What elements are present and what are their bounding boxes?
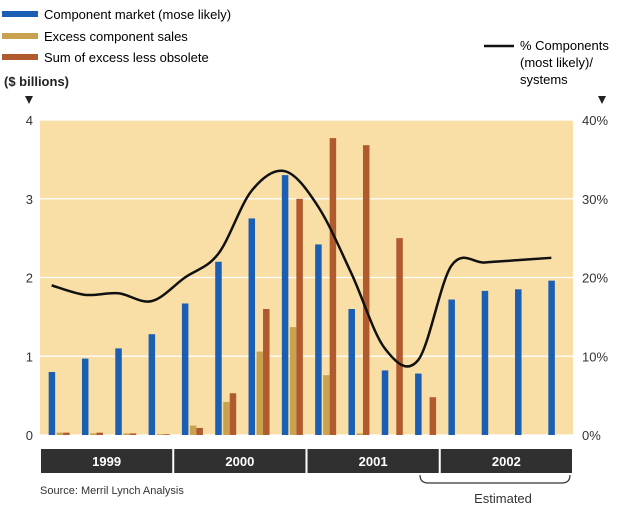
- bars: [48, 138, 555, 436]
- year-label: 2001: [359, 454, 388, 469]
- year-label: 1999: [92, 454, 121, 469]
- year-band: 1999 2000 2001 2002: [41, 449, 572, 473]
- y-right-tick-label: 10%: [582, 349, 608, 364]
- bar-excess-sales: [223, 401, 230, 435]
- bar-component-market: [115, 348, 122, 435]
- bar-excess-sales: [56, 432, 64, 435]
- y-left-tick-label: 2: [26, 271, 33, 286]
- percent-line-path: [51, 169, 552, 368]
- bar-excess-less-obsolete: [196, 427, 203, 435]
- estimated-label: Estimated: [474, 491, 532, 506]
- bar-component-market: [548, 280, 555, 435]
- y-left-tick-label: 3: [26, 192, 33, 207]
- y-left-tick-label: 4: [26, 113, 33, 128]
- y-right-tick-label: 40%: [582, 113, 608, 128]
- estimated-bracket: Estimated: [419, 474, 571, 506]
- bar-component-market: [81, 358, 89, 435]
- bar-component-market: [315, 244, 322, 435]
- bar-excess-less-obsolete: [263, 309, 270, 435]
- bar-excess-less-obsolete: [63, 432, 70, 435]
- bar-component-market: [348, 309, 355, 435]
- legend-label-percent-1: % Components: [520, 38, 609, 53]
- bar-component-market: [181, 303, 189, 435]
- bar-component-market: [515, 289, 522, 435]
- bar-component-market: [381, 370, 389, 435]
- bar-component-market: [481, 290, 489, 435]
- legend-swatch-excess-less-obsolete: [2, 54, 38, 60]
- bar-component-market: [281, 175, 289, 435]
- y-left-ticks: 0 1 2 3 4: [26, 113, 33, 443]
- bar-excess-less-obsolete: [229, 393, 237, 435]
- y-right-tick-label: 0%: [582, 428, 601, 443]
- y-left-unit-label: ($ billions): [4, 74, 69, 89]
- bar-component-market: [248, 218, 256, 435]
- legend-swatch-excess-sales: [2, 33, 38, 39]
- bar-component-market: [215, 261, 222, 435]
- year-label: 2002: [492, 454, 521, 469]
- bar-excess-less-obsolete: [329, 138, 337, 436]
- year-band-segment: [307, 449, 439, 473]
- legend-swatch-component-market: [2, 11, 38, 17]
- bar-component-market: [448, 299, 455, 435]
- legend-label-component-market: Component market (mose likely): [44, 7, 231, 22]
- bar-excess-sales: [323, 375, 330, 435]
- bar-component-market: [415, 373, 422, 435]
- bar-excess-sales: [123, 433, 130, 435]
- bar-excess-sales: [156, 434, 164, 435]
- y-right-tick-label: 30%: [582, 192, 608, 207]
- year-band-segment: [440, 449, 572, 473]
- bar-excess-sales: [289, 327, 297, 435]
- bar-component-market: [148, 334, 156, 435]
- y-right-ticks: 0% 10% 20% 30% 40%: [582, 113, 608, 443]
- y-left-arrow-icon: [25, 96, 33, 104]
- legend-label-excess-sales: Excess component sales: [44, 29, 188, 44]
- bar-excess-less-obsolete: [296, 198, 303, 435]
- bar-excess-sales: [356, 433, 363, 435]
- source-note: Source: Merril Lynch Analysis: [40, 485, 184, 497]
- bar-excess-less-obsolete: [429, 397, 437, 435]
- bar-excess-sales: [89, 433, 97, 435]
- y-left-tick-label: 0: [26, 428, 33, 443]
- legend: Component market (mose likely) Excess co…: [2, 7, 609, 87]
- legend-label-excess-less-obsolete: Sum of excess less obsolete: [44, 50, 209, 65]
- percent-line: [51, 169, 552, 368]
- bar-excess-less-obsolete: [96, 432, 103, 435]
- y-right-tick-label: 20%: [582, 271, 608, 286]
- year-band-segment: [41, 449, 173, 473]
- y-right-arrow-icon: [598, 96, 606, 104]
- bar-excess-less-obsolete: [362, 145, 370, 435]
- bar-component-market: [48, 372, 56, 435]
- legend-label-percent-3: systems: [520, 72, 568, 87]
- legend-label-percent-2: (most likely)/: [520, 55, 593, 70]
- bar-excess-less-obsolete: [396, 238, 403, 435]
- year-band-segment: [174, 449, 306, 473]
- bar-excess-less-obsolete: [163, 434, 170, 435]
- bar-excess-less-obsolete: [129, 433, 137, 435]
- y-left-tick-label: 1: [26, 349, 33, 364]
- bar-excess-sales: [189, 425, 197, 435]
- bar-excess-sales: [256, 351, 264, 435]
- year-label: 2000: [225, 454, 254, 469]
